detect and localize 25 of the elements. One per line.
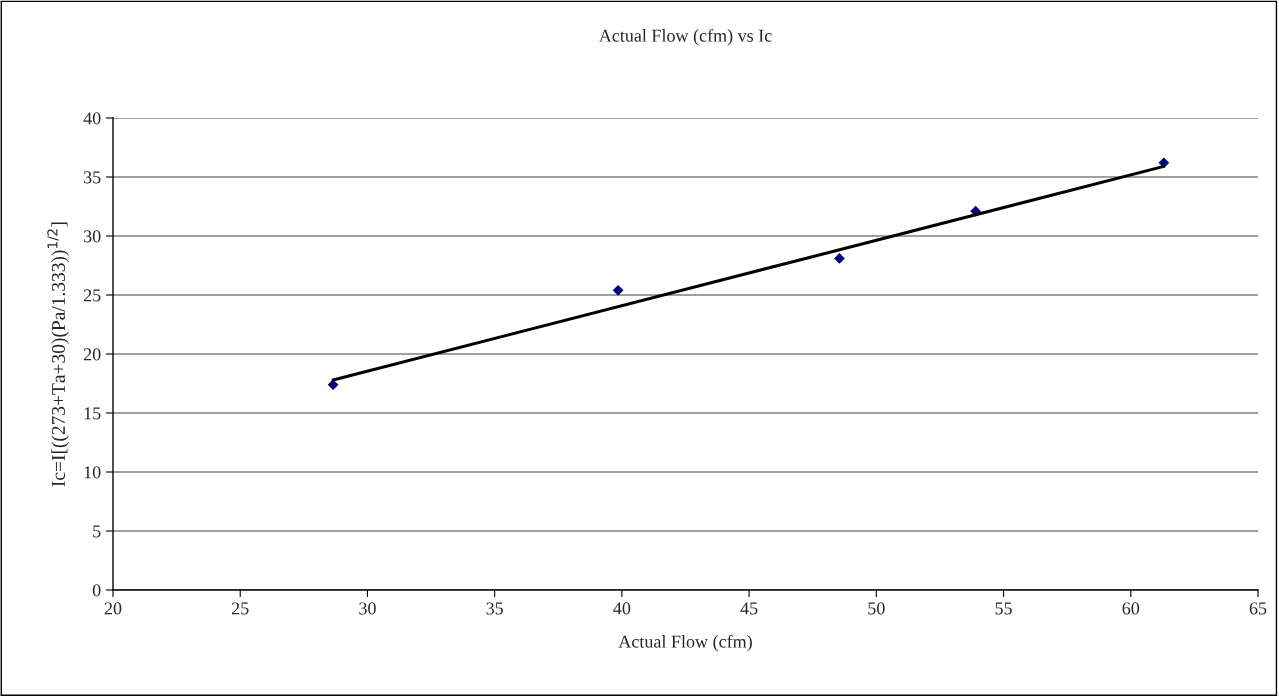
y-tick-label: 40 [83, 112, 101, 125]
chart-title: Actual Flow (cfm) vs Ic [598, 28, 772, 46]
x-tick-label: 20 [104, 602, 122, 615]
point [327, 379, 339, 391]
y-tick-label: 30 [84, 230, 101, 243]
y-tick-label: 5 [93, 525, 101, 538]
x-tick-label: 35 [486, 602, 503, 615]
x-tick-label: 25 [231, 602, 249, 615]
x-tick-label: 65 [1249, 602, 1267, 615]
y-tick-label: 25 [83, 289, 101, 302]
y-tick-label: 20 [83, 348, 101, 361]
point [612, 284, 624, 296]
y-tick-label: 35 [84, 171, 101, 184]
x-tick-label: 40 [613, 602, 631, 615]
x-tick-label: 45 [740, 602, 758, 615]
y-tick-label: 0 [92, 584, 101, 597]
x-axis-title: Actual Flow (cfm) [618, 634, 752, 652]
y-tick-label: 15 [84, 407, 101, 420]
x-tick-label: 50 [868, 602, 885, 615]
y-tick-label: 10 [84, 466, 101, 479]
y-axis-title: Ic=I[((273+Ta+30)(Pa/1.333))$^{1/2}$] [47, 222, 69, 487]
x-tick-label: 60 [1122, 602, 1140, 615]
point [834, 253, 845, 264]
x-tick-label: 30 [359, 602, 376, 615]
x-tick-label: 55 [995, 602, 1012, 615]
